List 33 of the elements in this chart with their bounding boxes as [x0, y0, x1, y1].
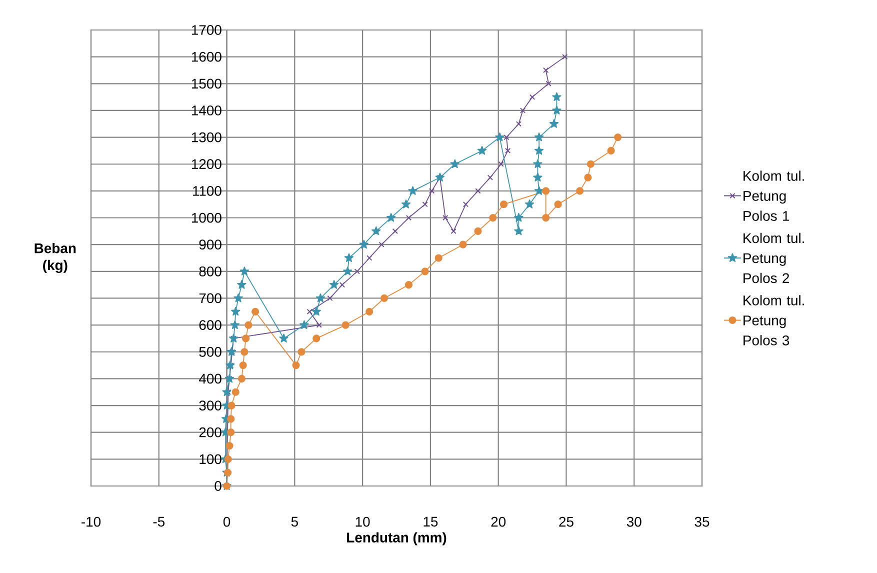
- x-tick-label: 20: [491, 516, 506, 527]
- legend-label: Kolom tul. Petung Polos 3: [744, 295, 804, 346]
- y-tick-label: 600: [199, 320, 222, 330]
- y-tick-label: 900: [199, 240, 222, 250]
- x-tick-label: -10: [82, 516, 101, 527]
- y-tick-label: 0: [214, 481, 222, 491]
- y-tick-label: 1600: [192, 52, 222, 62]
- y-tick-label: 800: [199, 266, 222, 276]
- x-axis-title: Lendutan (mm): [347, 532, 446, 546]
- x-tick-label: -5: [153, 516, 165, 527]
- y-tick-label: 1200: [192, 159, 222, 170]
- y-tick-label: 700: [199, 293, 222, 304]
- y-tick-label: 1300: [192, 132, 222, 142]
- x-tick-label: 15: [424, 516, 438, 527]
- y-tick-label: 300: [199, 400, 222, 410]
- y-tick-label: 400: [198, 374, 222, 384]
- y-tick-label: 500: [199, 346, 222, 357]
- x-tick-label: 10: [356, 516, 370, 527]
- x-tick-label: 30: [626, 516, 642, 527]
- x-tick-label: 25: [559, 516, 574, 527]
- y-tick-label: 1700: [192, 25, 222, 35]
- y-tick-label: 200: [199, 427, 222, 438]
- x-tick-label: 5: [291, 516, 298, 527]
- y-tick-label: 1100: [193, 186, 222, 196]
- legend-label: Kolom tul. Petung Polos 1: [744, 170, 804, 221]
- y-tick-label: 100: [200, 454, 222, 464]
- y-tick-label: 1500: [192, 78, 222, 89]
- y-axis-title: Beban (kg): [34, 242, 76, 273]
- y-tick-label: 1400: [192, 106, 222, 116]
- x-tick-label: 0: [223, 516, 230, 527]
- x-tick-label: 35: [694, 516, 710, 527]
- y-tick-label: 1000: [192, 212, 222, 223]
- legend-label: Kolom tul. Petung Polos 2: [744, 232, 804, 284]
